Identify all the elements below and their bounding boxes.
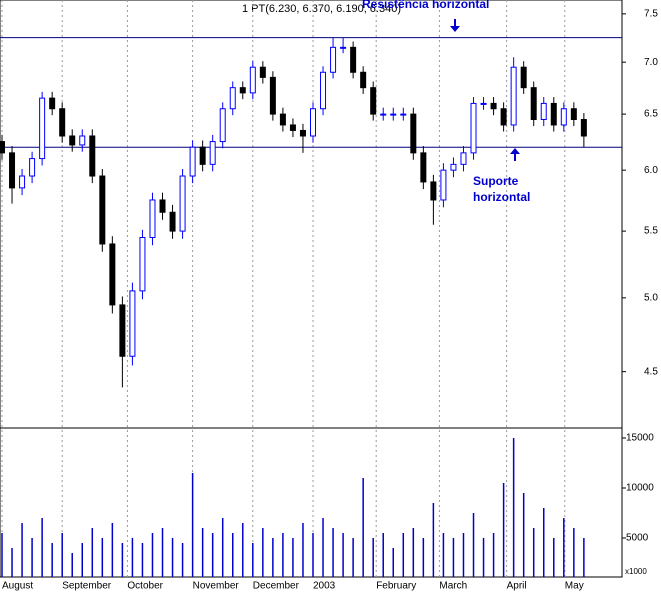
candle-body	[440, 169, 447, 201]
candle-body	[239, 87, 246, 94]
candle-body	[480, 102, 487, 105]
candle-body	[109, 243, 116, 306]
candle-body	[89, 135, 96, 177]
candle-body	[29, 158, 36, 177]
candle-body	[179, 175, 186, 232]
level-label: horizontal	[473, 190, 530, 204]
candle-body	[530, 87, 537, 121]
candle-body	[500, 108, 507, 126]
candle-body	[520, 66, 527, 89]
candle-body	[199, 146, 206, 165]
candle-body	[460, 152, 467, 165]
candle-body	[470, 102, 477, 154]
candle-body	[129, 290, 136, 357]
candle-body	[259, 66, 266, 78]
level-label: Suporte	[473, 174, 519, 188]
x-tick-label: October	[127, 581, 163, 592]
y-tick-label: 7.5	[644, 9, 658, 20]
y-tick-label: 5000	[626, 533, 649, 544]
candle-body	[410, 113, 417, 154]
level-label: Resistência horizontal	[362, 0, 489, 11]
candle-body	[320, 71, 327, 110]
arrow	[510, 148, 520, 161]
candle-body	[9, 152, 16, 189]
candle-body	[279, 113, 286, 126]
candle-body	[189, 146, 196, 177]
y-tick-label: 5.0	[644, 293, 658, 304]
candle-body	[249, 66, 256, 94]
candle-body	[430, 181, 437, 201]
candle-body	[380, 113, 387, 116]
y-tick-label: 10000	[626, 483, 654, 494]
candle-body	[59, 108, 66, 137]
candle-body	[570, 108, 577, 121]
candle-body	[390, 113, 397, 116]
y-tick-label: 15000	[626, 433, 654, 444]
candle-body	[229, 87, 236, 110]
frame	[0, 0, 623, 578]
candle-body	[340, 46, 347, 49]
candle-body	[299, 129, 306, 137]
candle-body	[119, 304, 126, 357]
candle-body	[420, 152, 427, 183]
candle-body	[289, 124, 296, 131]
candle-body	[79, 135, 86, 146]
candle-body	[169, 211, 176, 232]
unit-label: x1000	[625, 567, 647, 576]
candle-body	[159, 199, 166, 213]
candle-body	[370, 87, 377, 115]
x-tick-label: September	[62, 581, 112, 592]
candle-body	[450, 163, 457, 171]
y-tick-label: 6.0	[644, 165, 658, 176]
candle-body	[69, 135, 76, 146]
y-tick-label: 7.0	[644, 57, 658, 68]
candle-body	[0, 141, 5, 154]
x-tick-label: April	[507, 581, 527, 592]
candle-body	[269, 76, 276, 115]
x-tick-label: August	[2, 581, 33, 592]
candle-body	[550, 102, 557, 126]
candle-body	[400, 113, 407, 116]
candle-body	[360, 71, 367, 89]
candle-body	[510, 66, 517, 126]
y-tick-label: 4.5	[644, 366, 658, 377]
candle-body	[310, 108, 316, 137]
candle-body	[580, 119, 587, 137]
x-tick-label: March	[439, 581, 467, 592]
annotation: 1 PT(6.230, 6.370, 6.190, 6.340)	[242, 3, 401, 15]
candle-body	[49, 97, 56, 110]
candle-body	[219, 108, 226, 143]
arrow	[450, 19, 460, 32]
y-tick-label: 6.5	[644, 109, 658, 120]
candle-body	[19, 175, 26, 189]
x-tick-label: February	[376, 581, 416, 592]
candle-body	[490, 102, 497, 110]
x-tick-label: 2003	[313, 581, 336, 592]
candle-body	[540, 102, 547, 121]
candle-body	[209, 141, 216, 165]
x-tick-label: December	[253, 581, 300, 592]
candle-body	[99, 175, 106, 245]
candle-body	[560, 108, 567, 126]
candle-body	[350, 46, 357, 73]
x-tick-label: May	[565, 581, 584, 592]
x-tick-label: November	[193, 581, 240, 592]
candle-body	[39, 97, 46, 160]
candle-body	[330, 46, 337, 73]
y-tick-label: 5.5	[644, 226, 658, 237]
candle-body	[139, 237, 146, 292]
candle-body	[149, 199, 156, 239]
